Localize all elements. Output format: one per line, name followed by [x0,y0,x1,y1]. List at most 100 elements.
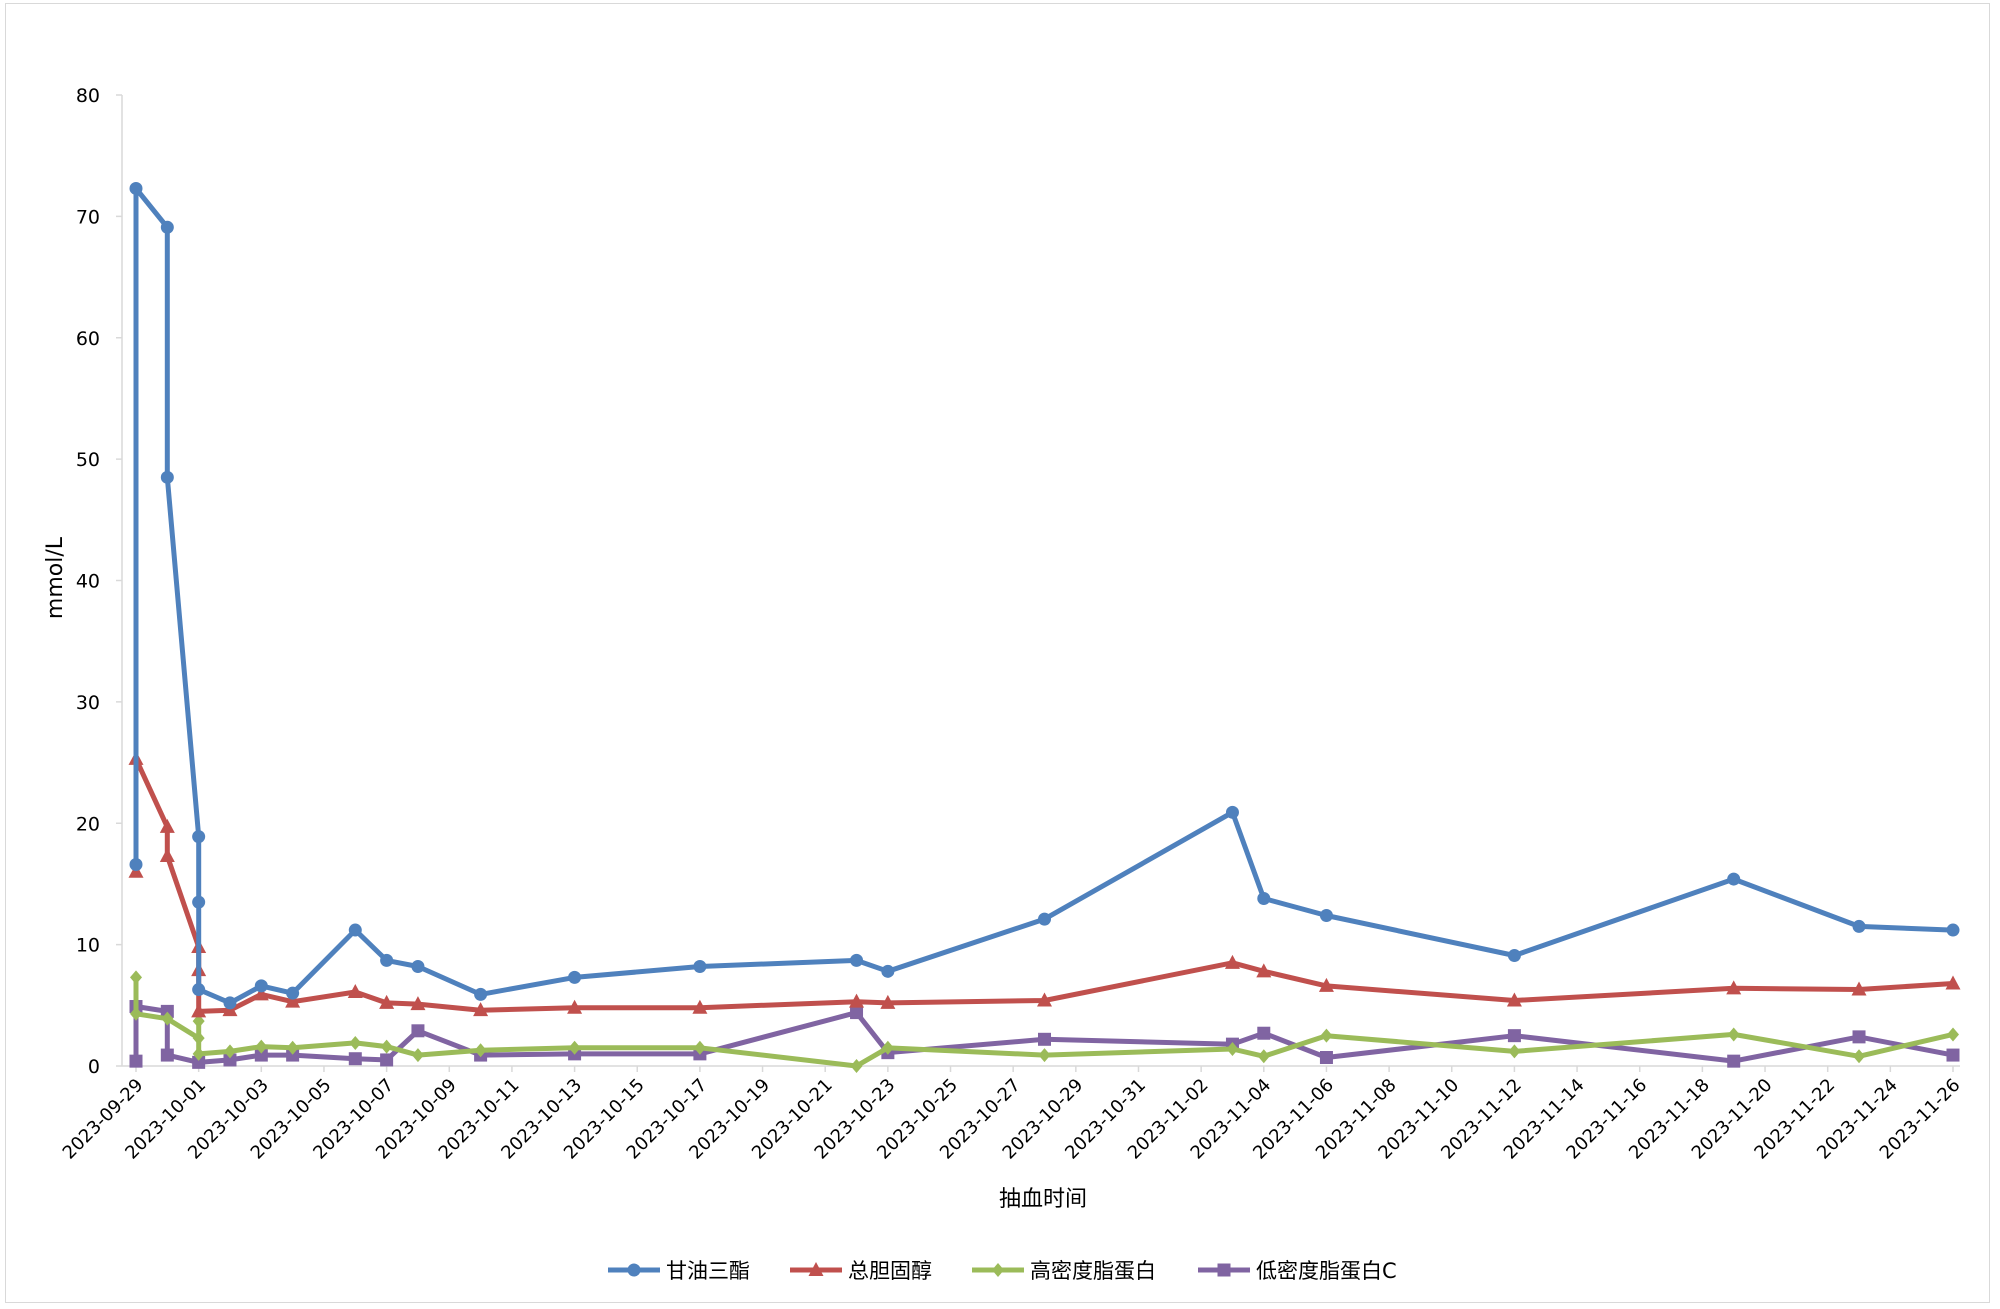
data-point [1038,912,1051,926]
data-point [253,986,269,1001]
data-point [1852,919,1866,933]
data-point [285,993,301,1008]
x-axis-title: 抽血时间 [999,1187,1087,1212]
data-point [1506,992,1522,1007]
data-point [1508,1044,1521,1059]
legend-item: 低密度脂蛋白C [1198,1259,1397,1283]
y-tick-label: 0 [88,1056,100,1078]
data-point [129,858,143,872]
data-point [474,1043,487,1058]
plot-series [128,181,1961,1073]
data-point [1946,1048,1960,1062]
y-tick-label: 10 [76,935,100,957]
y-tick-label: 70 [76,206,100,228]
data-point [1225,805,1239,819]
legend-swatch-marker [992,1263,1004,1277]
data-point [286,986,300,1000]
data-point [1947,1027,1959,1042]
data-point [347,983,363,998]
data-point [1224,954,1240,969]
legend-swatch-marker [627,1263,641,1277]
data-point [1257,1049,1270,1064]
data-point [254,979,268,993]
data-point [568,970,582,984]
data-point [1319,908,1333,922]
legend-label: 低密度脂蛋白C [1256,1259,1397,1283]
data-point [349,1035,362,1050]
data-point [1256,963,1272,978]
data-point [286,1040,299,1055]
data-point [567,999,583,1014]
data-point [411,959,425,973]
data-point [1507,1029,1521,1043]
data-point [1851,981,1867,996]
data-point [1727,1054,1741,1068]
data-point [130,1006,142,1021]
x-axis: 2023-09-292023-10-012023-10-032023-10-05… [59,1065,1965,1164]
legend-label: 高密度脂蛋白 [1030,1259,1156,1283]
data-point [192,1014,205,1029]
y-tick-label: 50 [76,449,100,471]
series-line [133,756,1956,1014]
data-point [160,220,174,234]
data-point [474,987,488,1001]
data-point [1257,892,1271,906]
series-2 [130,970,1959,1073]
data-point [223,1053,237,1067]
legend-label: 甘油三酯 [666,1259,750,1283]
data-point [192,895,206,909]
y-tick-label: 40 [76,571,100,593]
legend-item: 总胆固醇 [790,1259,932,1283]
data-point [1945,975,1961,990]
data-point [286,1048,300,1062]
data-point [411,1048,424,1063]
data-point [1507,949,1521,963]
legend-item: 甘油三酯 [608,1259,750,1283]
data-point [380,953,394,967]
data-point [192,983,206,997]
data-point [254,1048,268,1062]
data-point [1727,872,1741,886]
data-point [1226,1042,1239,1057]
data-point [160,1048,174,1062]
data-point [849,993,865,1008]
data-point [410,996,426,1011]
data-point [1320,1028,1333,1043]
data-point [881,964,895,978]
data-point [192,1055,206,1069]
legend-swatch-marker [1217,1263,1231,1277]
y-tick-label: 20 [76,813,100,835]
legend: 甘油三酯 总胆固醇 高密度脂蛋白 低密度脂蛋白C [608,1259,1397,1283]
data-point [348,923,362,937]
data-point [1852,1030,1866,1044]
data-point [159,848,175,863]
y-axis-title: mmol/L [43,536,68,619]
data-point [1319,1051,1333,1065]
data-point [223,996,237,1010]
data-point [191,1003,207,1018]
data-point [192,830,206,844]
data-point [850,1006,864,1020]
data-point [1038,1032,1051,1046]
data-point [1037,992,1052,1007]
data-point [411,1024,425,1038]
data-point [1257,1026,1271,1040]
data-point [568,1040,581,1055]
data-point [160,470,174,484]
data-point [473,1002,489,1017]
legend-item: 高密度脂蛋白 [972,1259,1156,1283]
legend-swatch-marker [808,1262,824,1276]
data-point [192,1031,205,1046]
chart-frame [5,3,1990,1303]
data-point [880,994,896,1009]
data-point [223,1044,236,1059]
data-point [1853,1049,1866,1064]
series-1 [128,750,1961,1018]
y-tick-label: 80 [76,85,100,107]
data-point [379,994,395,1009]
data-point [129,1054,143,1068]
data-point [1318,977,1334,992]
series-line [133,186,1956,1006]
y-axis: 0 10 20 30 40 50 60 70 80 [76,85,123,1078]
